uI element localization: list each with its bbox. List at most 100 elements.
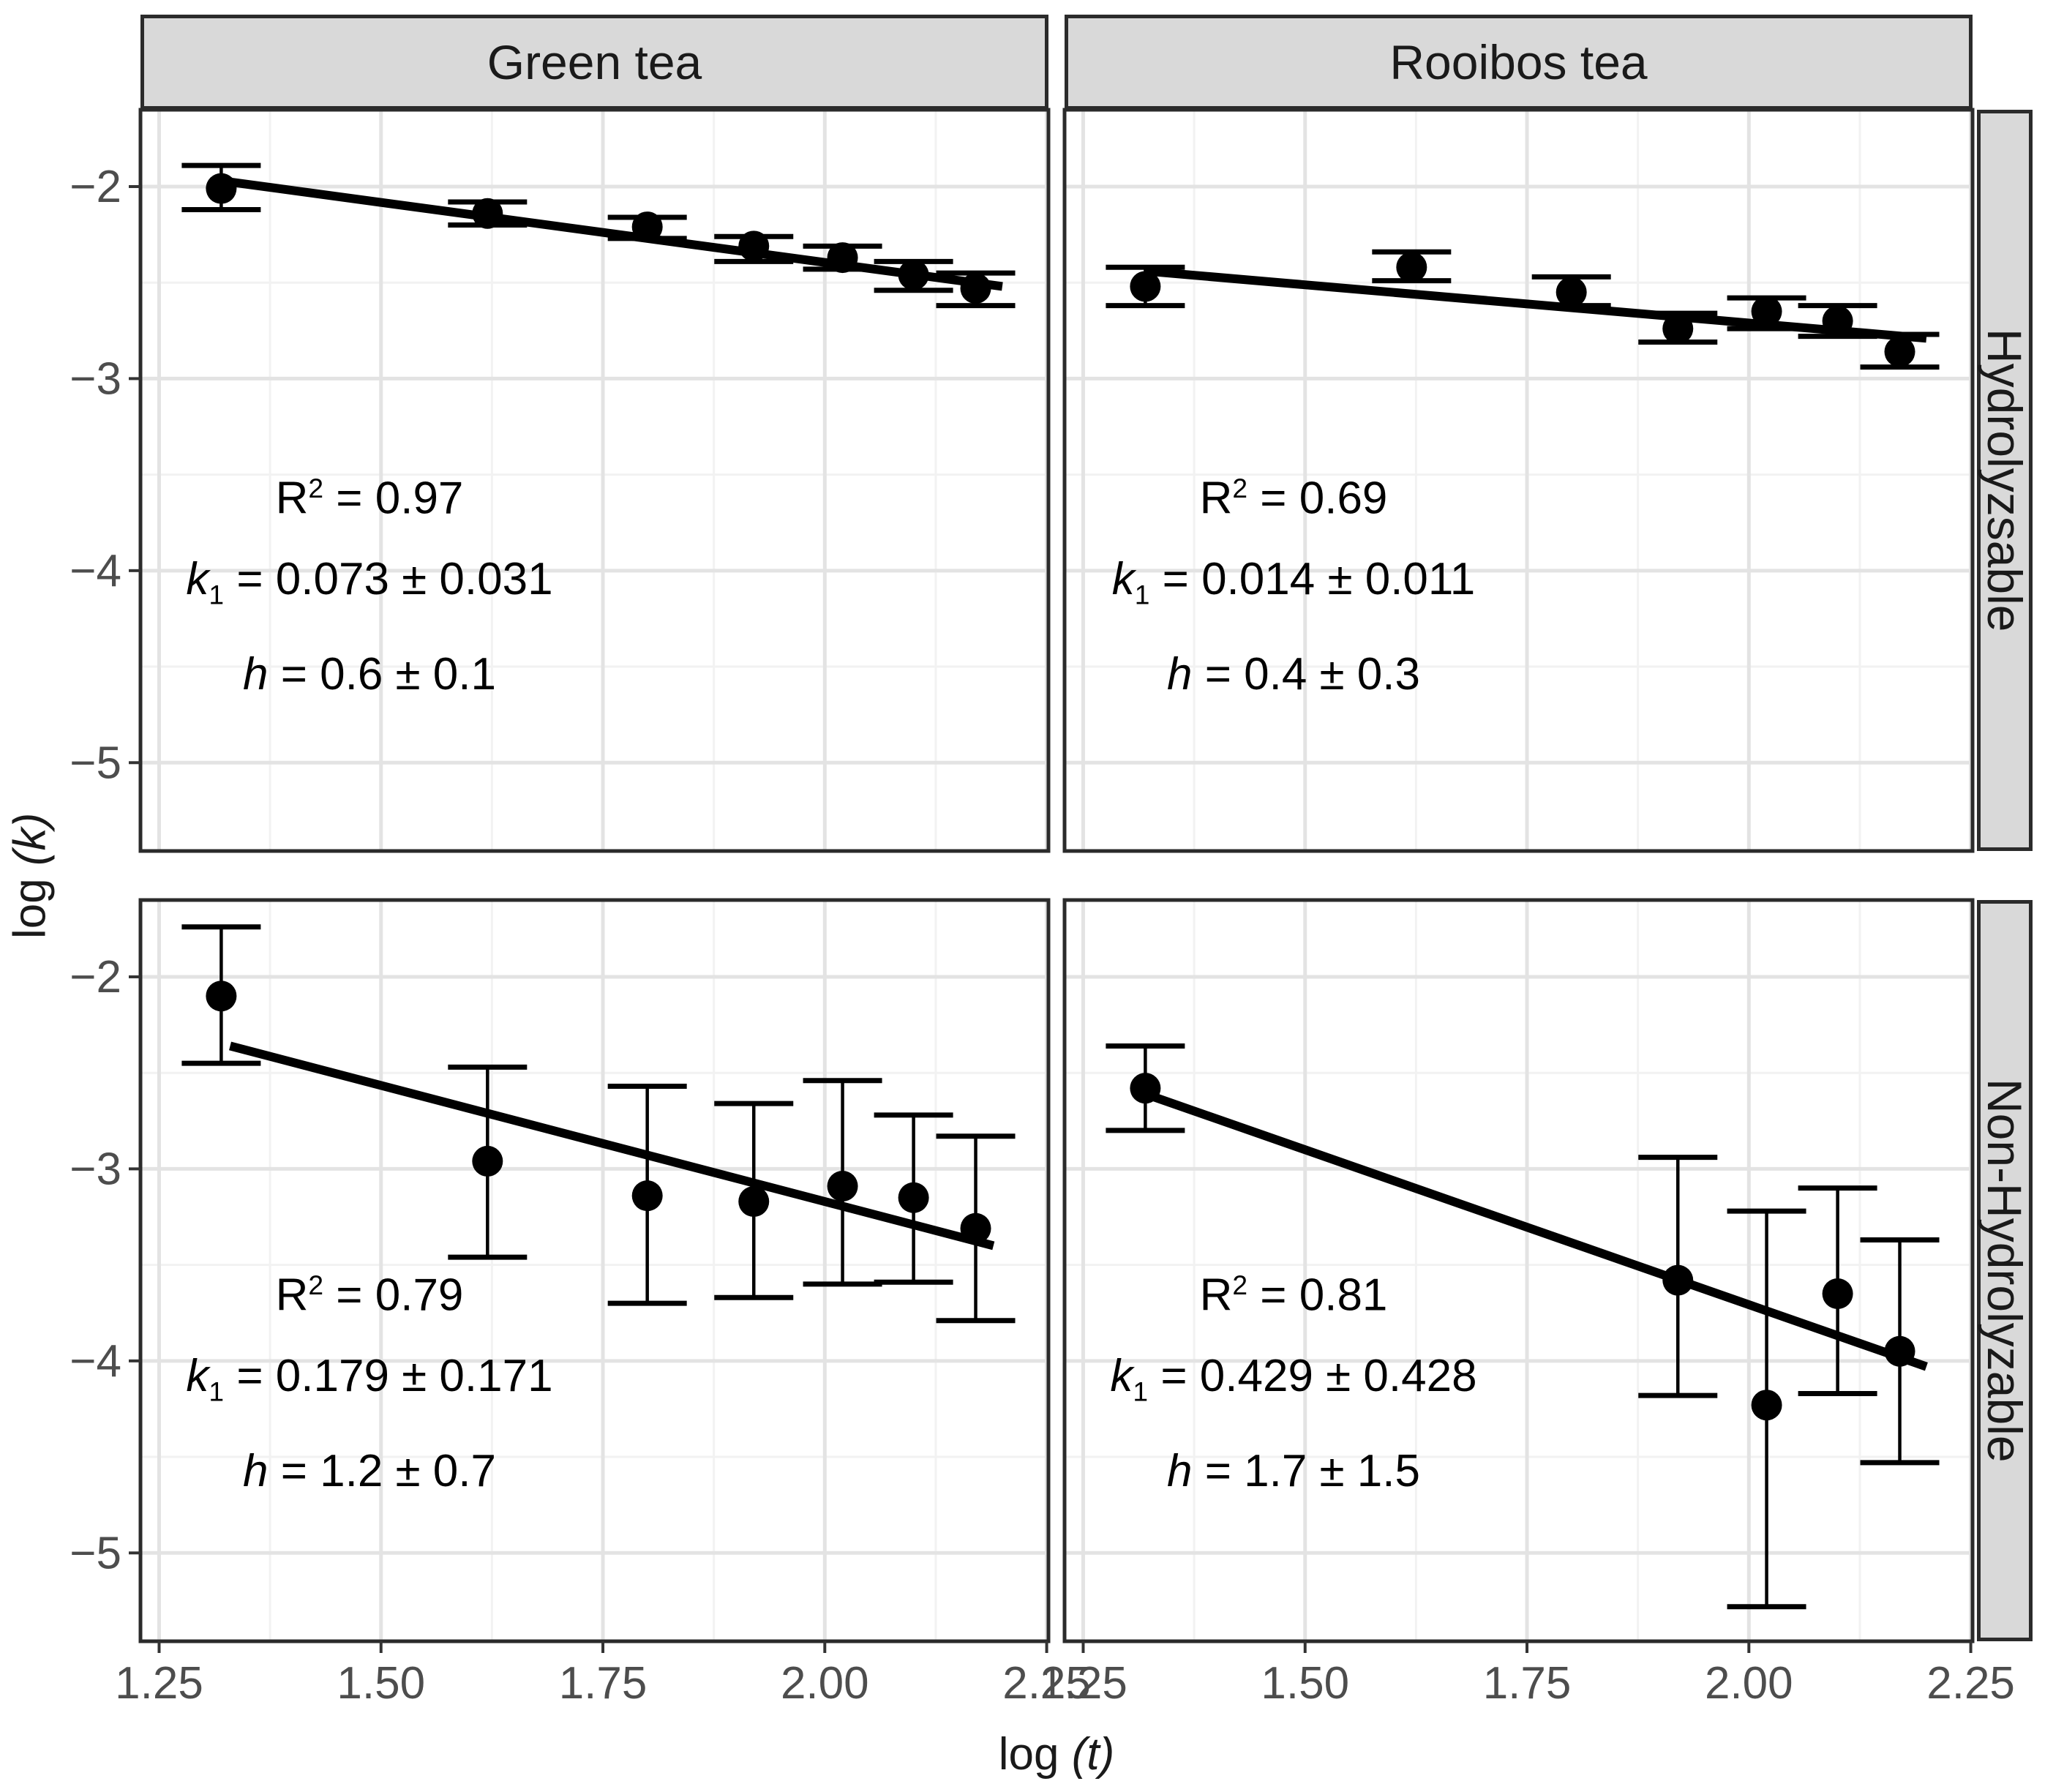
k1-value: 0.429 ± 0.428 <box>1199 1350 1477 1401</box>
h-symbol: h <box>1166 1446 1193 1497</box>
y-axis-title-prefix: log <box>4 865 56 939</box>
panel-border <box>1062 898 1975 1643</box>
h-value: 1.2 ± 0.7 <box>320 1446 496 1497</box>
x-tick-label: 2.00 <box>781 1658 869 1709</box>
data-point <box>738 1186 770 1218</box>
panel-border <box>138 898 1051 1643</box>
data-point <box>1130 271 1161 302</box>
r2-exponent: 2 <box>1232 1270 1248 1300</box>
h-symbol: h <box>1166 649 1193 700</box>
stats-annotation-rooibos-non-hydrolyzable: R2 = 0.81 k1 = 0.429 ± 0.428 h = 1.7 ± 1… <box>964 1245 1623 1512</box>
h-value: 1.7 ± 1.5 <box>1244 1446 1420 1497</box>
h-value: 0.6 ± 0.1 <box>320 649 496 700</box>
k1-symbol: k <box>186 1350 209 1401</box>
x-axis-title-prefix: log <box>998 1729 1072 1780</box>
x-tick-label: 1.25 <box>115 1658 203 1709</box>
fit-line <box>1144 1090 1928 1371</box>
facet-strip-non-hydrolyzable: Non-Hydrolyzable <box>1977 900 2033 1641</box>
data-point <box>206 173 237 204</box>
panel-border <box>138 108 1051 853</box>
data-point <box>827 1171 858 1202</box>
data-point <box>1822 1278 1853 1309</box>
x-tick-label: 1.50 <box>337 1658 425 1709</box>
y-tick-label: −4 <box>70 1336 121 1387</box>
y-axis-title-var: (k) <box>4 812 56 866</box>
x-tick-label: 1.75 <box>1483 1658 1572 1709</box>
y-tick-label: −2 <box>70 952 121 1002</box>
equals: = <box>268 1446 320 1497</box>
h-line: h = 0.6 ± 0.1 <box>40 634 699 715</box>
k1-line: k1 = 0.014 ± 0.011 <box>964 539 1623 634</box>
equals: = <box>323 473 375 524</box>
fit-line <box>229 1041 995 1251</box>
stats-annotation-green-non-hydrolyzable: R2 = 0.79 k1 = 0.179 ± 0.171 h = 1.2 ± 0… <box>40 1245 699 1512</box>
x-axis-title-var: (t) <box>1071 1729 1115 1780</box>
data-point <box>1751 296 1782 327</box>
k1-subscript: 1 <box>1134 579 1150 610</box>
panel-Rooibos-tea-Hydrolyzsable <box>1062 108 1975 853</box>
k1-subscript: 1 <box>209 1376 225 1407</box>
r2-symbol: R <box>275 473 309 524</box>
k1-subscript: 1 <box>209 579 225 610</box>
panel-Green-tea-Hydrolyzsable <box>138 108 1051 853</box>
equals: = <box>1192 649 1245 700</box>
k1-line: k1 = 0.429 ± 0.428 <box>964 1336 1623 1431</box>
stats-annotation-green-hydrolyzsable: R2 = 0.97 k1 = 0.073 ± 0.031 h = 0.6 ± 0… <box>40 448 699 715</box>
equals: = <box>224 1350 276 1401</box>
y-tick-label: −3 <box>70 353 121 404</box>
y-tick-label: −5 <box>70 1528 121 1578</box>
x-tick-label: 1.50 <box>1261 1658 1349 1709</box>
data-point <box>1396 252 1427 283</box>
k1-symbol: k <box>1111 553 1135 604</box>
h-line: h = 1.2 ± 0.7 <box>40 1431 699 1512</box>
panel-Green-tea-Non-Hydrolyzable <box>138 898 1051 1643</box>
fit-line <box>220 176 1003 291</box>
k1-value: 0.014 ± 0.011 <box>1201 553 1476 604</box>
r2-exponent: 2 <box>1232 473 1248 503</box>
y-tick-label: −5 <box>70 738 121 788</box>
panel-background <box>1065 900 1973 1641</box>
data-point <box>898 1182 929 1213</box>
panel-border <box>1062 108 1975 853</box>
x-tick-label: 2.00 <box>1705 1658 1793 1709</box>
h-symbol: h <box>242 1446 269 1497</box>
facet-strip-rooibos-tea: Rooibos tea <box>1065 15 1973 110</box>
data-point <box>1751 1390 1782 1421</box>
panel-background <box>1065 110 1973 851</box>
equals: = <box>268 649 320 700</box>
r2-line: R2 = 0.79 <box>40 1245 699 1336</box>
r2-symbol: R <box>1199 473 1233 524</box>
data-point <box>206 981 237 1012</box>
x-tick-label: 1.25 <box>1039 1658 1127 1709</box>
equals: = <box>224 553 276 604</box>
equals: = <box>1149 553 1202 604</box>
equals: = <box>1247 473 1299 524</box>
data-point <box>1555 277 1587 308</box>
facet-strip-label: Green tea <box>487 35 702 89</box>
r2-value: 0.97 <box>375 473 464 524</box>
k1-symbol: k <box>186 553 209 604</box>
y-tick-label: −4 <box>70 546 121 596</box>
r2-value: 0.79 <box>375 1270 464 1321</box>
x-tick-label: 1.75 <box>559 1658 648 1709</box>
facet-strip-label: Hydrolyzsable <box>1978 329 2032 632</box>
r2-exponent: 2 <box>308 1270 324 1300</box>
x-tick-label: 2.25 <box>1926 1658 2015 1709</box>
r2-symbol: R <box>1199 1270 1233 1321</box>
facet-strip-label: Non-Hydrolyzable <box>1978 1079 2032 1463</box>
equals: = <box>1247 1270 1299 1321</box>
h-value: 0.4 ± 0.3 <box>1244 649 1420 700</box>
h-line: h = 1.7 ± 1.5 <box>964 1431 1623 1512</box>
equals: = <box>323 1270 375 1321</box>
h-symbol: h <box>242 649 269 700</box>
k1-value: 0.179 ± 0.171 <box>275 1350 553 1401</box>
panel-Rooibos-tea-Non-Hydrolyzable <box>1062 898 1975 1643</box>
r2-value: 0.69 <box>1299 473 1388 524</box>
fit-line <box>1144 266 1927 343</box>
data-point <box>631 1180 663 1212</box>
x-tick-label: 2.25 <box>1002 1658 1091 1709</box>
k1-line: k1 = 0.179 ± 0.171 <box>40 1336 699 1431</box>
k1-line: k1 = 0.073 ± 0.031 <box>40 539 699 634</box>
